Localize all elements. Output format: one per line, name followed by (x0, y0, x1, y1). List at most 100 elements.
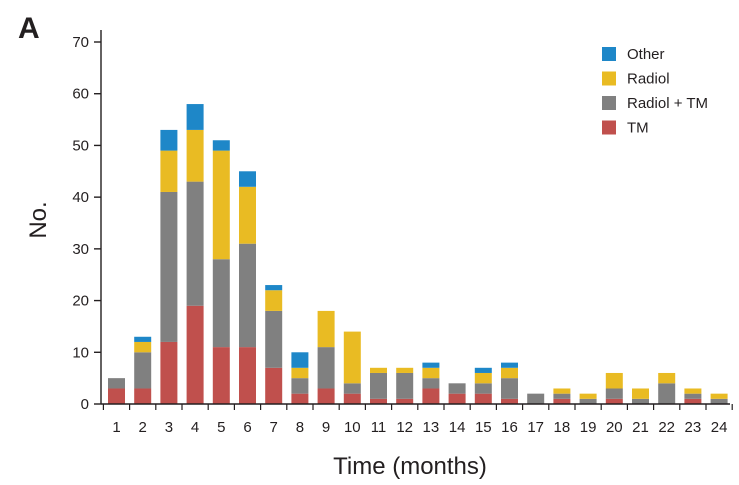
bar-segment-radiol-tm (396, 372, 414, 399)
bar-segment-tm (108, 388, 125, 404)
bar-segment-other (239, 171, 256, 187)
legend: Other Radiol Radiol + TM TM (602, 46, 708, 137)
bar-segment-radiol-tm (605, 388, 623, 399)
x-axis-ticks: 1 2 3 4 5 6 7 8 9 10 11 12 13 14 15 16 17 18 19 20 21 22 23 24 (102, 404, 733, 436)
legend-swatch (602, 47, 616, 61)
bar-segment-radiol (317, 310, 335, 348)
bar-segment-other (501, 362, 518, 368)
bar-segment-radiol-tm (632, 398, 649, 404)
bar-segment-tm (448, 393, 466, 404)
y-axis-title: No. (25, 201, 52, 238)
bar-segment-tm (239, 347, 256, 404)
y-tick-label: 50 (72, 137, 89, 154)
bar-segment-radiol (265, 290, 283, 311)
bar-segment-tm (684, 398, 702, 404)
bar-segment-other (160, 129, 178, 151)
bar-segment-other (474, 367, 492, 373)
y-tick-label: 0 (81, 396, 89, 413)
bar-segment-other (212, 140, 230, 151)
bar-segment-other (291, 352, 309, 368)
y-tick-label: 70 (72, 34, 89, 51)
x-tick-label: 18 (554, 419, 571, 436)
bar-segment-radiol-tm (658, 383, 676, 404)
bar-segment-radiol (474, 372, 492, 384)
x-tick-label: 20 (606, 419, 623, 436)
x-tick-label: 15 (475, 419, 492, 436)
bar-segment-radiol (396, 367, 414, 373)
bar-segment-tm (186, 305, 204, 404)
x-tick-label: 3 (165, 419, 173, 436)
x-tick-label: 12 (396, 419, 413, 436)
bar-segment-tm (396, 398, 414, 404)
x-tick-label: 5 (217, 419, 225, 436)
bar-segment-radiol-tm (160, 191, 178, 342)
bar-segment-other (134, 336, 152, 342)
bar-segment-radiol-tm (239, 243, 256, 348)
bar-segment-radiol (658, 372, 676, 384)
x-tick-label: 16 (501, 419, 518, 436)
bar-segment-tm (422, 388, 440, 404)
x-tick-label: 17 (527, 419, 544, 436)
bar-segment-radiol (684, 388, 702, 394)
bar-segment-tm (134, 388, 152, 404)
x-tick-label: 1 (112, 419, 120, 436)
bar-segment-radiol-tm (343, 383, 361, 394)
bar-segment-tm (212, 347, 230, 404)
x-tick-label: 10 (344, 419, 361, 436)
bar-segment-tm (501, 398, 518, 404)
bar-segment-radiol-tm (553, 393, 571, 399)
x-tick-label: 11 (371, 419, 387, 436)
bar-segment-radiol (501, 367, 518, 379)
bar-segment-tm (370, 398, 387, 404)
bar-segment-radiol-tm (212, 259, 230, 348)
legend-label: Other (627, 46, 665, 63)
x-tick-label: 7 (270, 419, 278, 436)
bar-segment-radiol (291, 367, 309, 379)
x-tick-label: 9 (322, 419, 330, 436)
x-tick-label: 14 (449, 419, 466, 436)
bar-segment-radiol-tm (265, 310, 283, 368)
panel-label: A (18, 12, 40, 45)
bar-segment-radiol-tm (684, 393, 702, 399)
bar-segment-radiol-tm (527, 393, 545, 404)
bar-segment-radiol (239, 186, 256, 244)
bar-segment-radiol-tm (370, 372, 387, 399)
bar-segment-radiol (186, 129, 204, 182)
bar-segment-radiol-tm (134, 352, 152, 389)
bar-segment-radiol (632, 388, 649, 399)
bar-segment-tm (553, 398, 571, 404)
bar-segment-radiol (710, 393, 728, 399)
bar-segment-radiol-tm (108, 378, 125, 389)
legend-label: Radiol + TM (627, 95, 708, 112)
x-tick-label: 4 (191, 419, 199, 436)
x-tick-label: 21 (632, 419, 649, 436)
bar-segment-radiol-tm (579, 398, 597, 404)
legend-label: TM (627, 120, 649, 137)
bar-segment-radiol-tm (448, 383, 466, 394)
bar-segment-other (186, 104, 204, 130)
bar-segment-radiol-tm (710, 398, 728, 404)
bar-segment-tm (605, 398, 623, 404)
y-tick-label: 30 (72, 241, 89, 258)
bar-segment-radiol (422, 367, 440, 379)
x-tick-label: 13 (423, 419, 440, 436)
y-tick-label: 40 (72, 189, 89, 206)
bar-segment-other (265, 285, 283, 291)
x-tick-label: 24 (711, 419, 728, 436)
x-tick-label: 19 (580, 419, 597, 436)
bar-segment-other (422, 362, 440, 368)
bar-segment-radiol (343, 331, 361, 384)
bar-segment-radiol-tm (291, 378, 309, 394)
x-tick-label: 6 (243, 419, 251, 436)
bar-segment-radiol (579, 393, 597, 399)
bar-segment-radiol-tm (186, 181, 204, 306)
bar-segment-radiol (605, 372, 623, 389)
bar-segment-tm (291, 393, 309, 404)
bar-segment-tm (265, 367, 283, 404)
bar-segment-tm (160, 341, 178, 404)
bar-segment-radiol (370, 367, 387, 373)
x-tick-label: 2 (139, 419, 147, 436)
bar-segment-radiol (212, 150, 230, 260)
y-axis-ticks: 0 10 20 30 40 50 60 70 (72, 34, 101, 413)
